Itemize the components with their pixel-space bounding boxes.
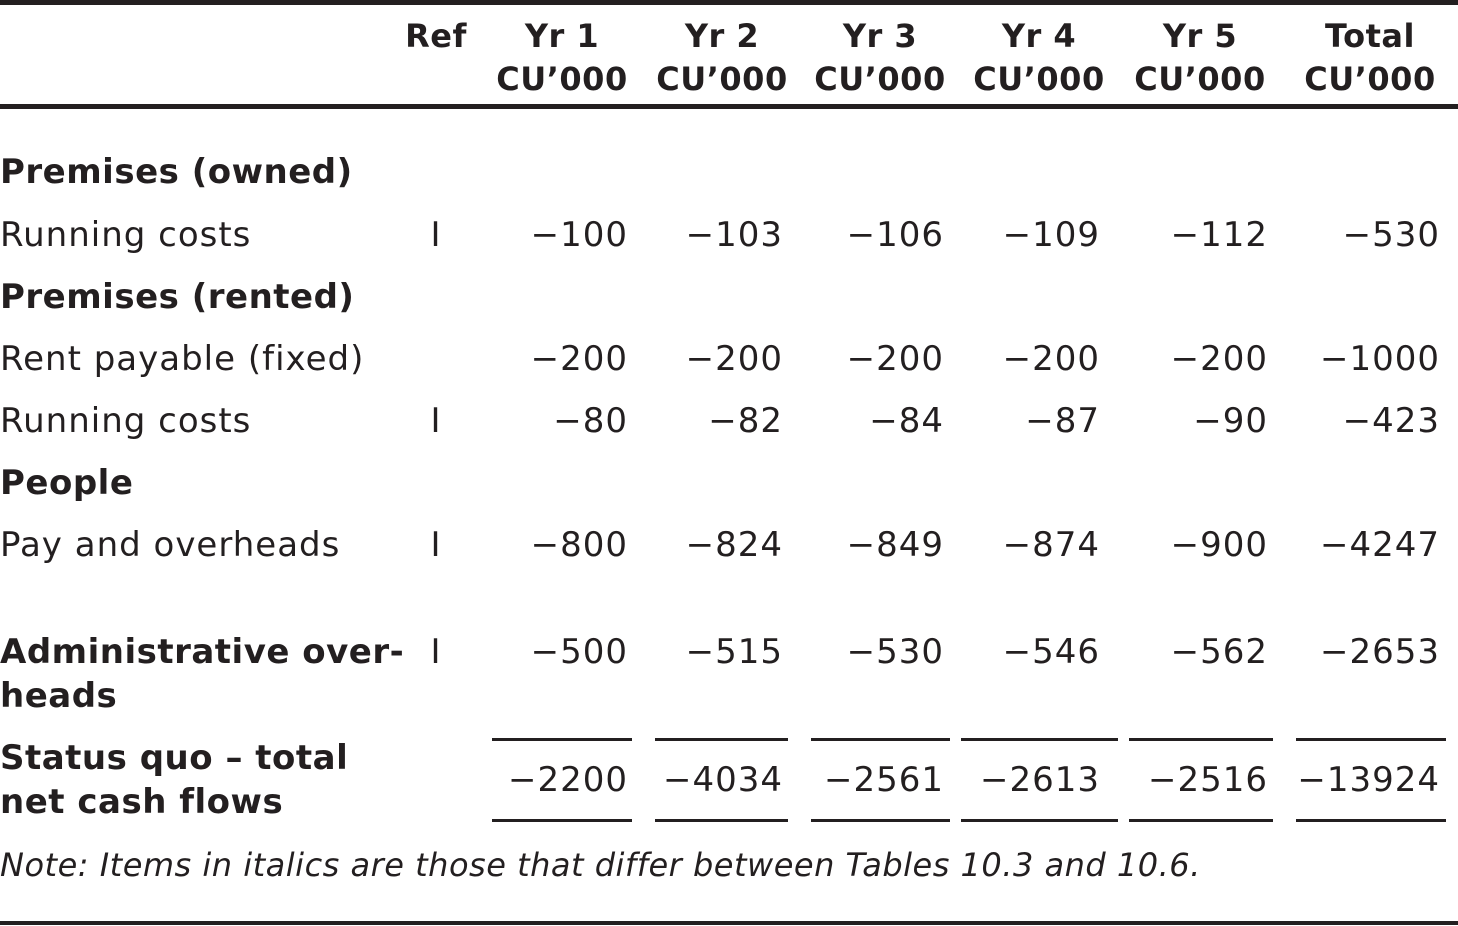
header-yr4: Yr 4 [1001, 17, 1077, 55]
cell-yr3: −2561 [823, 760, 944, 800]
cell-yr5: −90 [1193, 401, 1268, 441]
cell-total: −13924 [1297, 760, 1440, 800]
cell-yr5: −562 [1170, 632, 1268, 672]
cell-yr1: −800 [530, 525, 628, 565]
header-yr2: Yr 2 [684, 17, 760, 55]
cell-total: −4247 [1319, 525, 1440, 565]
cell-yr1: −80 [553, 401, 628, 441]
total-rule-top [655, 738, 788, 741]
row-label-line2: heads [0, 676, 118, 716]
bottom-rule [0, 921, 1458, 925]
cell-yr1: −100 [530, 215, 628, 255]
cell-yr1: −500 [530, 632, 628, 672]
cell-yr3: −530 [846, 632, 944, 672]
header-rule [0, 104, 1458, 109]
total-rule-top [961, 738, 1118, 741]
cell-total: −530 [1342, 215, 1440, 255]
row-ref: I [430, 401, 442, 441]
total-rule-bottom [655, 819, 788, 822]
total-rule-bottom [961, 819, 1118, 822]
cell-yr5: −2516 [1147, 760, 1268, 800]
row-ref: I [430, 525, 442, 565]
header-yr4-unit: CU’000 [973, 60, 1105, 98]
cell-yr2: −200 [685, 339, 783, 379]
header-yr5-unit: CU’000 [1134, 60, 1266, 98]
cell-yr1: −2200 [507, 760, 628, 800]
cell-yr2: −4034 [662, 760, 783, 800]
row-label: Rent payable (fixed) [0, 339, 365, 379]
total-rule-top [1129, 738, 1273, 741]
cell-yr3: −849 [846, 525, 944, 565]
header-total: Total [1325, 17, 1415, 55]
cell-yr4: −546 [1002, 632, 1100, 672]
cell-yr5: −112 [1170, 215, 1268, 255]
cell-yr4: −2613 [979, 760, 1100, 800]
total-rule-top [1296, 738, 1446, 741]
total-rule-bottom [492, 819, 632, 822]
cell-yr1: −200 [530, 339, 628, 379]
cell-yr2: −824 [685, 525, 783, 565]
cell-yr2: −82 [708, 401, 783, 441]
header-yr5: Yr 5 [1162, 17, 1238, 55]
row-label: Running costs [0, 401, 252, 441]
row-ref: I [430, 632, 442, 672]
header-yr3: Yr 3 [842, 17, 918, 55]
header-yr1: Yr 1 [524, 17, 600, 55]
total-rule-bottom [1296, 819, 1446, 822]
cell-yr4: −109 [1002, 215, 1100, 255]
cell-total: −1000 [1319, 339, 1440, 379]
row-ref: I [430, 215, 442, 255]
header-total-unit: CU’000 [1304, 60, 1436, 98]
cell-yr3: −84 [869, 401, 944, 441]
section-premises-owned: Premises (owned) [0, 152, 353, 192]
header-yr1-unit: CU’000 [496, 60, 628, 98]
cell-yr4: −200 [1002, 339, 1100, 379]
cell-yr3: −200 [846, 339, 944, 379]
cell-yr5: −900 [1170, 525, 1268, 565]
table-note: Note: Items in italics are those that di… [0, 846, 1201, 884]
row-label-line2: net cash flows [0, 782, 284, 822]
total-rule-bottom [1129, 819, 1273, 822]
cell-yr2: −515 [685, 632, 783, 672]
cell-yr4: −87 [1025, 401, 1100, 441]
section-people: People [0, 463, 134, 503]
total-rule-top [492, 738, 632, 741]
cell-total: −2653 [1319, 632, 1440, 672]
row-label-line1: Status quo – total [0, 738, 349, 778]
header-yr3-unit: CU’000 [814, 60, 946, 98]
cell-yr4: −874 [1002, 525, 1100, 565]
cell-total: −423 [1342, 401, 1440, 441]
cell-yr3: −106 [846, 215, 944, 255]
cell-yr5: −200 [1170, 339, 1268, 379]
cell-yr2: −103 [685, 215, 783, 255]
row-label: Running costs [0, 215, 252, 255]
total-rule-top [811, 738, 950, 741]
section-premises-rented: Premises (rented) [0, 277, 355, 317]
total-rule-bottom [811, 819, 950, 822]
header-yr2-unit: CU’000 [656, 60, 788, 98]
row-label-line1: Administrative over- [0, 632, 405, 672]
header-ref: Ref [405, 17, 467, 55]
top-rule [0, 0, 1458, 5]
row-label: Pay and overheads [0, 525, 341, 565]
